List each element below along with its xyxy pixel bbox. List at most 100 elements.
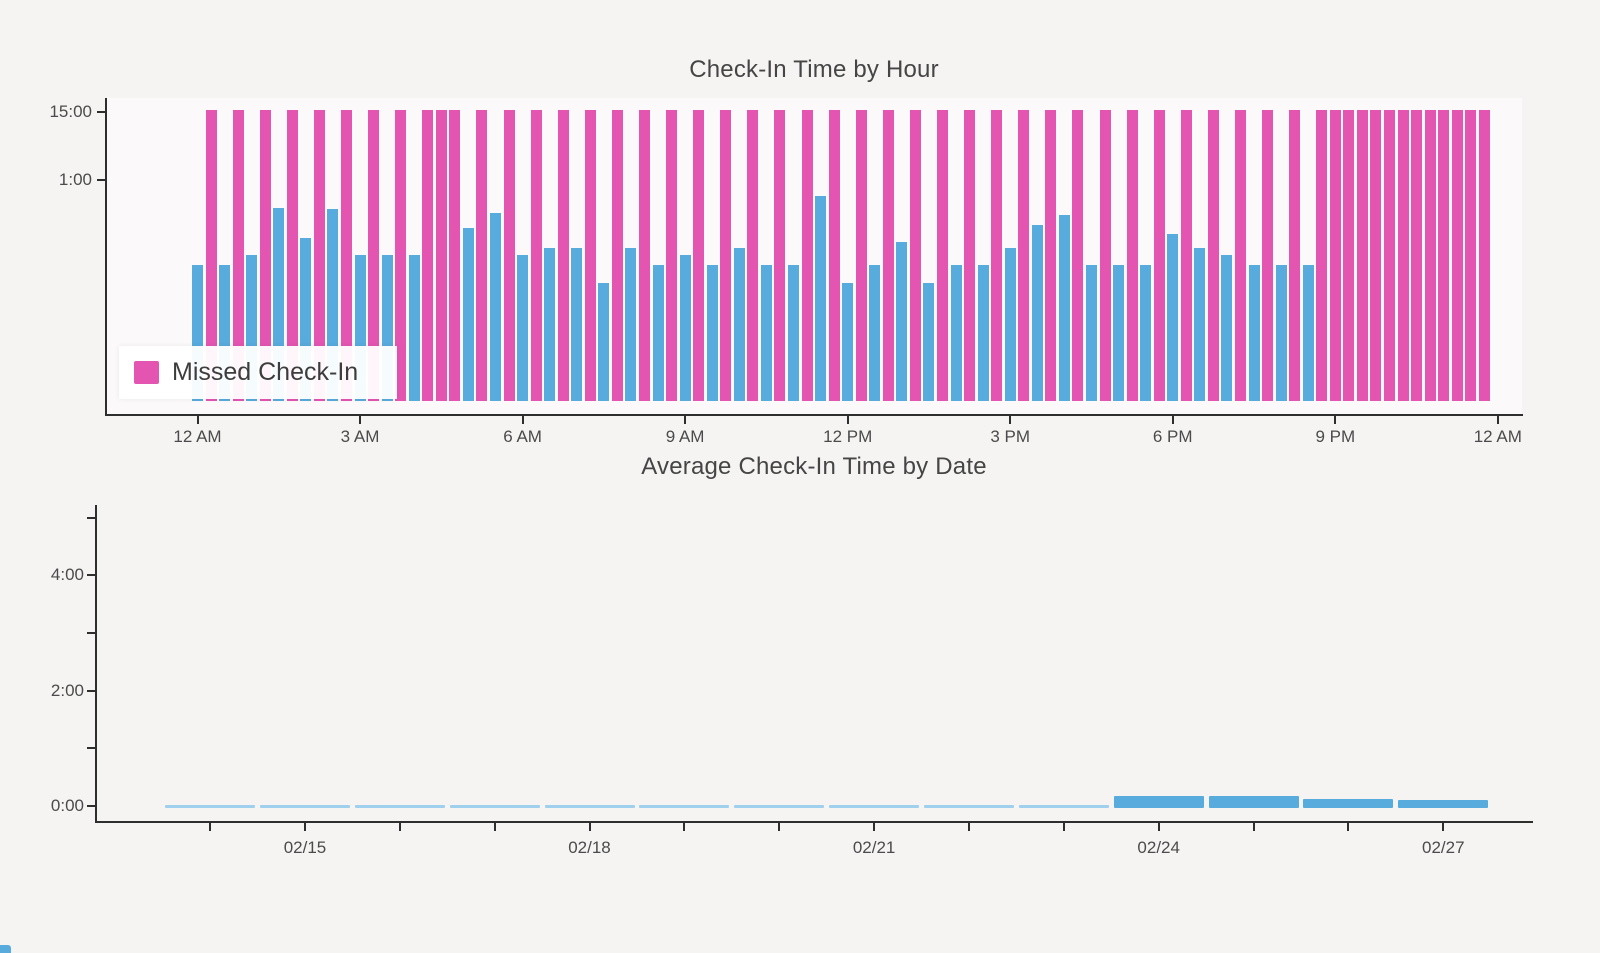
legend-missed-checkin[interactable]: Missed Check-In: [119, 346, 397, 399]
bar-missed-checkin[interactable]: [611, 110, 623, 401]
bar-missed-checkin[interactable]: [232, 110, 244, 401]
bar-avg-checkin[interactable]: [449, 805, 540, 808]
bar-avg-checkin[interactable]: [165, 805, 256, 808]
bar-missed-checkin[interactable]: [1329, 110, 1341, 401]
bar-checkin[interactable]: [1221, 255, 1233, 401]
bar-checkin[interactable]: [571, 248, 583, 401]
bar-missed-checkin[interactable]: [1424, 110, 1436, 401]
bar-checkin[interactable]: [842, 282, 854, 401]
bar-missed-checkin[interactable]: [1478, 110, 1490, 401]
bar-missed-checkin[interactable]: [1289, 110, 1301, 401]
bar-missed-checkin[interactable]: [368, 110, 380, 401]
bar-checkin[interactable]: [219, 265, 231, 401]
bar-missed-checkin[interactable]: [1465, 110, 1477, 401]
bar-missed-checkin[interactable]: [720, 110, 732, 401]
bar-checkin[interactable]: [408, 255, 420, 401]
bar-checkin[interactable]: [1113, 265, 1125, 401]
bar-checkin[interactable]: [1086, 265, 1097, 401]
bar-checkin[interactable]: [652, 265, 664, 401]
bar-missed-checkin[interactable]: [259, 110, 271, 401]
bar-missed-checkin[interactable]: [964, 110, 976, 401]
bar-missed-checkin[interactable]: [1384, 110, 1395, 401]
bar-avg-checkin[interactable]: [1208, 795, 1299, 808]
bar-avg-checkin[interactable]: [544, 805, 635, 808]
bar-checkin[interactable]: [788, 265, 799, 401]
bar-missed-checkin[interactable]: [395, 110, 407, 401]
bar-avg-checkin[interactable]: [639, 805, 730, 808]
bar-missed-checkin[interactable]: [693, 110, 705, 401]
bar-missed-checkin[interactable]: [1397, 110, 1409, 401]
bar-missed-checkin[interactable]: [801, 110, 813, 401]
bar-missed-checkin[interactable]: [1018, 110, 1030, 401]
bar-checkin[interactable]: [815, 195, 827, 401]
bar-missed-checkin[interactable]: [205, 110, 217, 401]
bar-checkin[interactable]: [950, 265, 962, 401]
bar-checkin[interactable]: [896, 242, 908, 401]
bar-missed-checkin[interactable]: [1316, 110, 1328, 401]
bar-checkin[interactable]: [462, 227, 474, 401]
bar-missed-checkin[interactable]: [1356, 110, 1368, 401]
bar-missed-checkin[interactable]: [1045, 110, 1057, 401]
bar-missed-checkin[interactable]: [774, 110, 786, 401]
bar-checkin[interactable]: [733, 248, 745, 401]
bar-checkin[interactable]: [1031, 225, 1043, 401]
bar-checkin[interactable]: [544, 248, 556, 401]
bar-missed-checkin[interactable]: [435, 110, 447, 401]
bar-missed-checkin[interactable]: [557, 110, 569, 401]
bar-avg-checkin[interactable]: [1113, 795, 1204, 808]
bar-missed-checkin[interactable]: [1343, 110, 1355, 401]
bar-missed-checkin[interactable]: [1126, 110, 1138, 401]
bar-checkin[interactable]: [1275, 265, 1287, 401]
bar-missed-checkin[interactable]: [584, 110, 596, 401]
bar-missed-checkin[interactable]: [449, 110, 461, 401]
bar-checkin[interactable]: [246, 255, 258, 401]
bar-missed-checkin[interactable]: [1207, 110, 1219, 401]
bar-missed-checkin[interactable]: [1438, 110, 1450, 401]
bar-missed-checkin[interactable]: [1099, 110, 1111, 401]
bar-checkin[interactable]: [273, 207, 285, 401]
bar-checkin[interactable]: [760, 265, 772, 401]
bar-missed-checkin[interactable]: [909, 110, 921, 401]
bar-missed-checkin[interactable]: [422, 110, 434, 401]
bar-checkin[interactable]: [1140, 265, 1152, 401]
bar-checkin[interactable]: [490, 213, 501, 401]
bar-checkin[interactable]: [381, 255, 393, 401]
bar-checkin[interactable]: [706, 265, 718, 401]
bar-checkin[interactable]: [354, 255, 366, 401]
bar-checkin[interactable]: [1302, 265, 1314, 401]
bar-checkin[interactable]: [679, 255, 691, 401]
bar-missed-checkin[interactable]: [991, 110, 1003, 401]
bar-checkin[interactable]: [1194, 248, 1206, 401]
bar-avg-checkin[interactable]: [734, 805, 825, 808]
bar-checkin[interactable]: [517, 255, 529, 401]
bar-missed-checkin[interactable]: [882, 110, 894, 401]
bar-missed-checkin[interactable]: [1262, 110, 1274, 401]
bar-avg-checkin[interactable]: [260, 805, 350, 808]
bar-checkin[interactable]: [625, 248, 637, 401]
bar-avg-checkin[interactable]: [354, 805, 445, 808]
bar-avg-checkin[interactable]: [1398, 800, 1489, 808]
bar-missed-checkin[interactable]: [1451, 110, 1463, 401]
bar-checkin[interactable]: [1004, 248, 1016, 401]
bar-missed-checkin[interactable]: [666, 110, 678, 401]
bar-missed-checkin[interactable]: [1180, 110, 1192, 401]
bar-missed-checkin[interactable]: [1072, 110, 1084, 401]
bar-checkin[interactable]: [327, 208, 339, 401]
bar-missed-checkin[interactable]: [747, 110, 759, 401]
bar-checkin[interactable]: [598, 282, 610, 401]
bar-missed-checkin[interactable]: [937, 110, 948, 401]
bar-missed-checkin[interactable]: [1411, 110, 1422, 401]
bar-missed-checkin[interactable]: [1370, 110, 1382, 401]
bar-checkin[interactable]: [1058, 214, 1070, 401]
bar-missed-checkin[interactable]: [828, 110, 840, 401]
bar-missed-checkin[interactable]: [855, 110, 867, 401]
bar-checkin[interactable]: [923, 282, 935, 401]
partial-blue-element[interactable]: [0, 945, 11, 953]
bar-avg-checkin[interactable]: [1018, 805, 1109, 808]
bar-missed-checkin[interactable]: [476, 110, 488, 401]
bar-checkin[interactable]: [300, 237, 312, 401]
bar-missed-checkin[interactable]: [530, 110, 542, 401]
bar-checkin[interactable]: [1167, 233, 1179, 401]
bar-checkin[interactable]: [977, 265, 989, 401]
bar-missed-checkin[interactable]: [313, 110, 325, 401]
